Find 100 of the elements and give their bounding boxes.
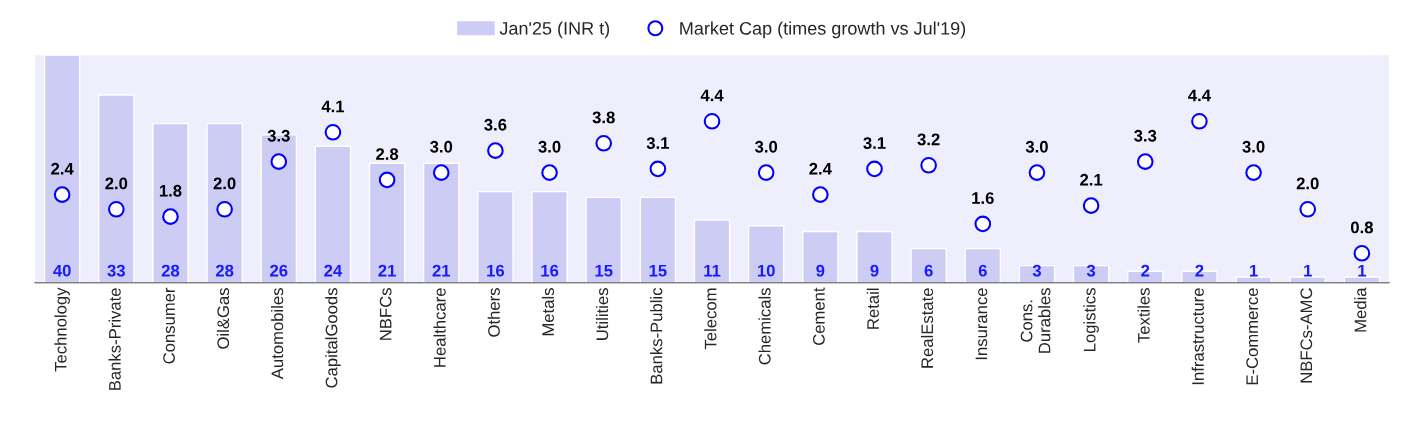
x-tick-label: Utilities xyxy=(595,288,609,340)
legend-label: Market Cap (times growth vs Jul'19) xyxy=(680,21,966,39)
x-tick-label: Cons. Durables xyxy=(1020,288,1051,353)
data-label: 26 xyxy=(270,264,288,277)
data-label: 1.8 xyxy=(159,184,182,197)
bar xyxy=(43,55,81,283)
data-label: 3.0 xyxy=(538,140,561,153)
x-tick-label: Logistics xyxy=(1083,288,1099,351)
bar xyxy=(314,145,352,283)
bar xyxy=(422,162,460,283)
data-label: 40 xyxy=(53,264,71,277)
point xyxy=(757,164,775,181)
x-tick-label: Cement xyxy=(813,287,825,345)
data-label: 6 xyxy=(978,264,987,277)
x-tick-label: Others xyxy=(487,288,500,337)
bar xyxy=(1235,276,1272,283)
x-tick-label: NBFCs-AMC xyxy=(1300,288,1313,383)
data-label: 3.0 xyxy=(1025,140,1048,153)
point xyxy=(216,200,233,218)
x-tick-label: CapitalGoods xyxy=(325,288,341,388)
point xyxy=(1191,112,1208,130)
data-label: 10 xyxy=(757,264,775,277)
x-tick-label: Telecom xyxy=(704,288,717,350)
bar xyxy=(1343,276,1381,283)
data-label: 9 xyxy=(816,264,825,277)
data-label: 15 xyxy=(649,264,667,277)
point xyxy=(162,208,179,225)
data-label: 1.6 xyxy=(972,192,994,204)
point xyxy=(53,186,71,203)
point xyxy=(1299,200,1317,218)
data-label: 21 xyxy=(378,264,396,277)
data-label: 11 xyxy=(704,264,721,277)
x-tick-label: Media xyxy=(1354,287,1367,332)
point xyxy=(324,123,342,141)
point xyxy=(270,153,288,170)
bar xyxy=(1289,276,1327,283)
point xyxy=(1136,153,1154,170)
point xyxy=(378,171,396,189)
bar xyxy=(856,230,893,283)
point xyxy=(974,215,992,233)
data-label: 15 xyxy=(595,264,613,277)
data-label: 1 xyxy=(1304,264,1312,277)
data-label: 6 xyxy=(924,264,933,277)
data-label: 28 xyxy=(161,264,180,277)
data-label: 3.1 xyxy=(646,137,669,149)
bar xyxy=(910,247,947,283)
data-label: 4.4 xyxy=(1188,89,1211,102)
point xyxy=(595,134,613,152)
point xyxy=(432,164,450,181)
data-label: 2.0 xyxy=(105,177,128,190)
x-tick-label: Insurance xyxy=(975,288,988,360)
bar xyxy=(98,94,135,283)
data-label: 16 xyxy=(487,264,505,277)
data-label: 3 xyxy=(1032,264,1041,277)
bar xyxy=(206,122,243,283)
bar xyxy=(477,190,514,283)
bar xyxy=(802,230,839,283)
point xyxy=(1082,197,1100,214)
point xyxy=(541,164,558,181)
data-label: 3.2 xyxy=(917,133,940,146)
point xyxy=(703,112,721,130)
bar xyxy=(152,122,189,283)
data-label: 3.8 xyxy=(592,111,615,124)
point xyxy=(649,160,667,178)
point xyxy=(107,200,125,218)
data-label: 33 xyxy=(107,264,125,277)
data-label: 24 xyxy=(324,264,343,277)
x-tick-label: Chemicals xyxy=(758,288,771,365)
x-tick-label: RealEstate xyxy=(920,288,934,368)
data-label: 3.0 xyxy=(1242,140,1265,153)
x-tick-label: Healthcare xyxy=(433,288,446,367)
x-tick-label: Oil&Gas xyxy=(216,288,230,349)
bar xyxy=(368,162,406,283)
x-tick-label: Banks-Private xyxy=(108,288,121,390)
x-tick-label: Infrastructure xyxy=(1191,288,1204,385)
data-label: 3.1 xyxy=(863,137,886,149)
data-label: 2.1 xyxy=(1080,173,1103,186)
point xyxy=(866,160,883,178)
data-label: 3.0 xyxy=(754,140,778,153)
point xyxy=(1245,164,1262,181)
data-label: 21 xyxy=(432,264,451,277)
data-label: 2.8 xyxy=(376,148,399,160)
x-tick-label: Automobiles xyxy=(271,288,284,380)
x-tick-label: E-Commerce xyxy=(1246,288,1259,385)
point xyxy=(487,142,504,159)
data-label: 4.4 xyxy=(700,89,724,102)
point xyxy=(1353,244,1371,262)
data-label: 2 xyxy=(1141,264,1150,277)
x-tick-label: Metals xyxy=(541,288,555,336)
data-label: 3.3 xyxy=(1134,129,1157,142)
bar xyxy=(639,196,677,283)
point xyxy=(920,156,937,174)
legend-label: Jan'25 (INR t) xyxy=(499,21,610,39)
data-label: 1 xyxy=(1250,264,1258,277)
data-label: 3.3 xyxy=(267,129,290,142)
data-label: 16 xyxy=(541,264,559,277)
data-label: 1 xyxy=(1358,264,1367,277)
data-label: 2.4 xyxy=(51,162,74,175)
data-label: 3 xyxy=(1086,264,1096,277)
x-tick-label: Consumer xyxy=(163,287,175,364)
